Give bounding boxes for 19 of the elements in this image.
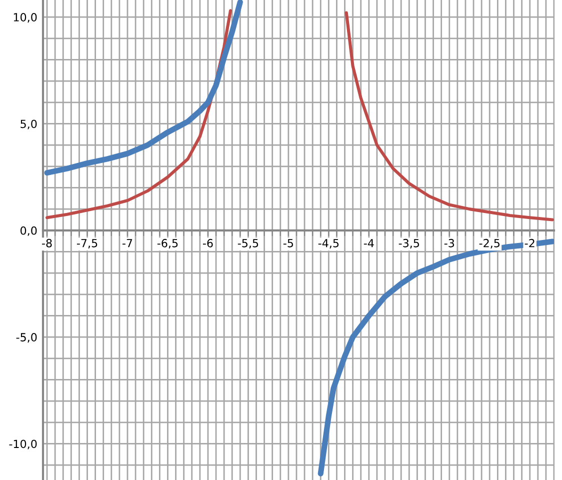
x-tick-label: -2,5 <box>479 238 500 248</box>
y-tick-label: 0,0 <box>20 226 37 236</box>
x-tick-label: -7,5 <box>76 239 98 248</box>
x-tick-label: -4,5 <box>318 239 339 248</box>
x-tick-label: -7 <box>122 239 132 248</box>
x-tick-label: -5 <box>283 239 294 248</box>
x-tick-label: -3,5 <box>398 238 420 248</box>
x-tick-label: -3 <box>444 238 454 248</box>
x-tick-label: -5,5 <box>238 239 258 248</box>
x-tick-label: -6,5 <box>157 238 178 248</box>
line-series <box>344 11 554 222</box>
y-tick-label: -5,0 <box>16 333 37 343</box>
y-tick-label: 5,0 <box>20 120 37 130</box>
x-tick-label: -6 <box>202 238 213 248</box>
x-tick-label: -4 <box>364 239 374 248</box>
y-tick-label: 10,0 <box>14 13 37 23</box>
y-tick-label: -10,0 <box>9 440 37 450</box>
x-tick-label: -2 <box>524 238 534 248</box>
x-tick-label: -8 <box>42 238 52 248</box>
